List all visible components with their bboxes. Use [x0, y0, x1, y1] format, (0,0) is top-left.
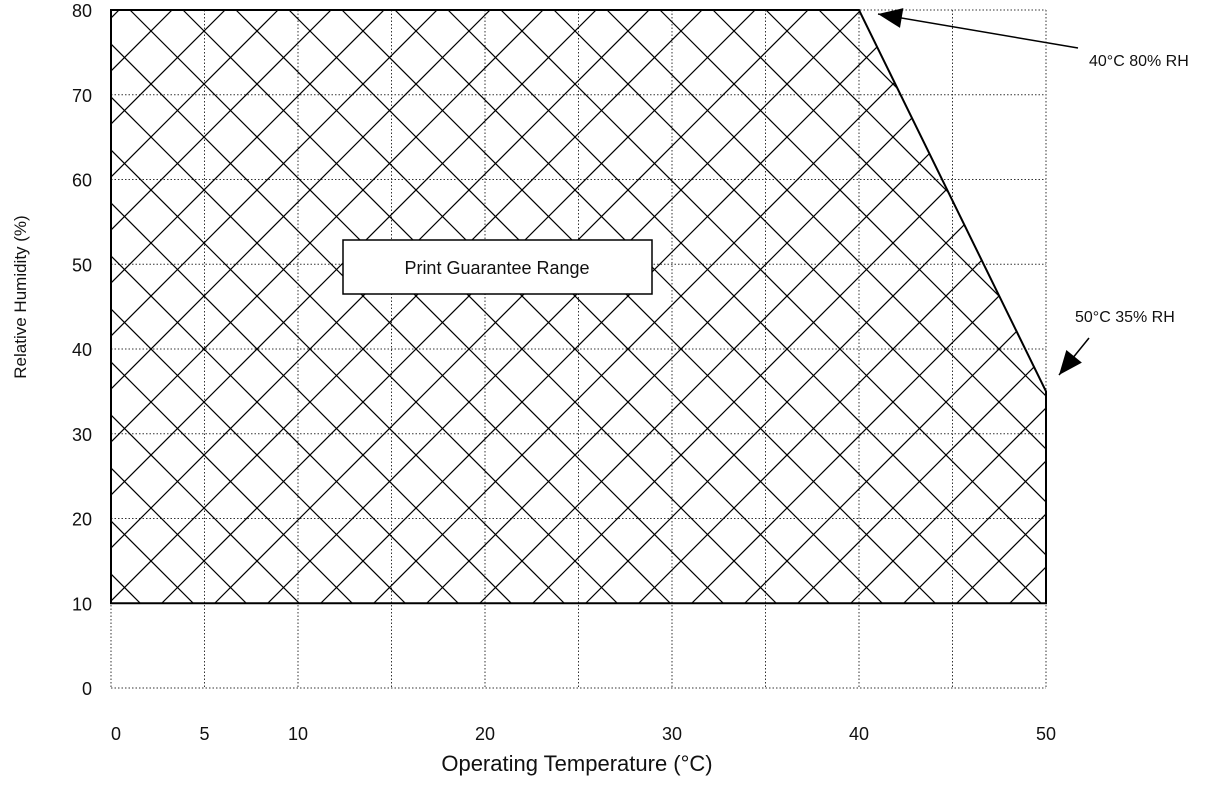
hatch-line — [659, 10, 1046, 604]
print-guarantee-region — [110, 9, 1047, 605]
hatch-line — [111, 10, 354, 604]
hatch-fill — [111, 0, 1226, 710]
x-tick-label: 5 — [199, 724, 209, 744]
hatch-line — [111, 10, 407, 604]
hatch-line — [712, 10, 1046, 604]
hatch-line — [111, 10, 619, 604]
hatch-line — [1084, 10, 1226, 710]
hatch-line — [111, 10, 248, 604]
hatch-line — [500, 10, 1046, 604]
x-tick-label: 10 — [288, 724, 308, 744]
hatch-line — [288, 10, 990, 604]
annotation-2: 50°C 35% RH — [1058, 309, 1175, 376]
hatch-line — [606, 10, 1046, 604]
y-axis-label: Relative Humidity (%) — [11, 215, 30, 378]
y-tick-label: 10 — [72, 594, 92, 614]
arrow-head-icon — [878, 8, 904, 28]
hatch-line — [182, 10, 884, 604]
annotation-label-1: 40°C 80% RH — [1089, 53, 1189, 70]
hatch-line — [111, 10, 354, 604]
x-tick-label: 50 — [1036, 724, 1056, 744]
hatch-line — [818, 10, 1046, 604]
hatch-line — [341, 10, 1043, 604]
x-tick-label: 20 — [475, 724, 495, 744]
hatch-line — [765, 10, 1046, 604]
annotation-label-2: 50°C 35% RH — [1075, 309, 1175, 326]
hatch-line — [712, 10, 1046, 604]
hatch-line — [1137, 0, 1226, 688]
hatch-line — [1190, 10, 1226, 710]
hatch-line — [818, 10, 1046, 604]
hatch-line — [1030, 10, 1046, 604]
hatch-line — [288, 10, 990, 604]
x-tick-label: 0 — [111, 724, 121, 744]
hatch-line — [553, 10, 1046, 604]
arrow-head-icon — [1059, 350, 1082, 375]
y-tick-label: 50 — [72, 255, 92, 275]
hatch-line — [1084, 0, 1226, 688]
y-tick-label: 0 — [82, 679, 92, 699]
hatch-line — [111, 10, 672, 604]
y-tick-label: 20 — [72, 510, 92, 530]
hatch-line — [111, 10, 513, 604]
hatch-line — [129, 10, 831, 604]
hatch-line — [111, 10, 407, 604]
hatch-line — [1030, 10, 1046, 604]
grid — [110, 9, 1047, 689]
y-tick-label: 30 — [72, 425, 92, 445]
x-axis-label: Operating Temperature (°C) — [441, 751, 712, 776]
hatch-line — [606, 10, 1046, 604]
axis-ticks: 0 5 10 20 30 40 50 0 10 20 30 40 50 60 70 80 — [72, 1, 1056, 744]
y-tick-label: 60 — [72, 171, 92, 191]
hatch-line — [1137, 10, 1226, 710]
annotation-1: 40°C 80% RH — [877, 8, 1189, 70]
region-label: Print Guarantee Range — [404, 258, 589, 278]
hatch-line — [659, 10, 1046, 604]
hatch-line — [235, 10, 937, 604]
hatch-line — [111, 10, 725, 604]
hatch-line — [977, 10, 1046, 604]
hatch-line — [447, 10, 1046, 604]
hatch-line — [553, 10, 1046, 604]
hatch-line — [500, 10, 1046, 604]
hatch-line — [111, 10, 460, 604]
hatch-line — [977, 10, 1046, 604]
hatch-line — [182, 10, 884, 604]
hatch-line — [394, 10, 1046, 604]
hatch-line — [111, 10, 619, 604]
hatch-line — [111, 10, 513, 604]
hatch-line — [111, 10, 460, 604]
x-tick-label: 30 — [662, 724, 682, 744]
y-tick-label: 40 — [72, 340, 92, 360]
y-tick-label: 70 — [72, 86, 92, 106]
hatch-line — [111, 10, 566, 604]
hatch-line — [394, 10, 1046, 604]
hatch-line — [111, 10, 248, 604]
hatch-line — [235, 10, 937, 604]
hatch-line — [447, 10, 1046, 604]
hatch-line — [111, 10, 566, 604]
hatch-line — [111, 10, 778, 604]
hatch-line — [765, 10, 1046, 604]
hatch-line — [924, 10, 1046, 604]
hatch-line — [111, 10, 725, 604]
hatch-line — [871, 10, 1046, 604]
hatch-line — [871, 10, 1046, 604]
hatch-line — [1190, 0, 1226, 688]
y-tick-label: 80 — [72, 1, 92, 21]
hatch-line — [111, 10, 301, 604]
hatch-line — [111, 10, 778, 604]
hatch-line — [129, 10, 831, 604]
hatch-line — [111, 10, 672, 604]
x-tick-label: 40 — [849, 724, 869, 744]
hatch-line — [111, 10, 301, 604]
region-label-box: Print Guarantee Range — [342, 239, 653, 295]
hatch-line — [341, 10, 1043, 604]
